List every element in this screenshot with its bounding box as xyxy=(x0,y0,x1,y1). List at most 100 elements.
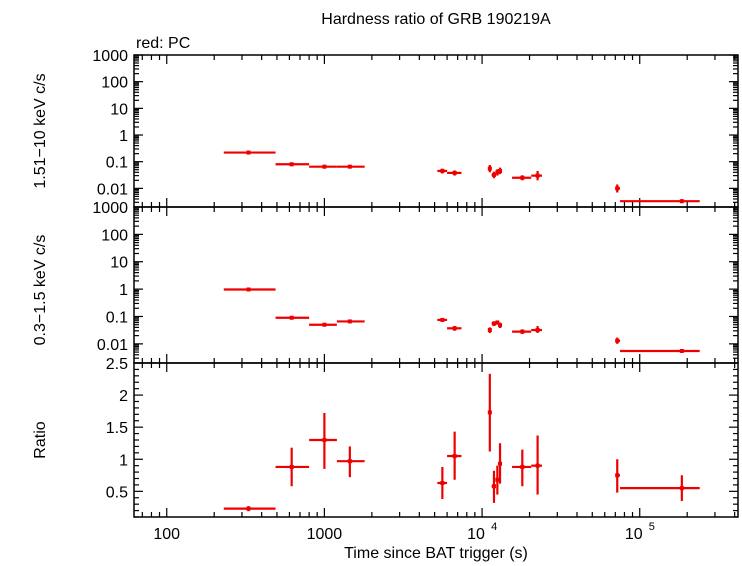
panel-hard: 1000 100 10 1 0.1 0.01 1.51−10 keV c/s xyxy=(32,48,739,208)
chart-title: Hardness ratio of GRB 190219A xyxy=(321,11,551,28)
y-tick-label: 0.5 xyxy=(106,484,128,501)
x-tick-label: 10 xyxy=(467,526,485,543)
point-marker xyxy=(322,164,327,169)
data-point xyxy=(495,320,500,325)
chart-panels: 1000 100 10 1 0.1 0.01 1.51−10 keV c/s 1000 100 1… xyxy=(32,48,739,543)
y-tick-label: 1 xyxy=(119,452,128,469)
data-point xyxy=(620,348,700,353)
point-marker xyxy=(679,348,684,353)
x-tick-exponent: 4 xyxy=(491,521,497,533)
y-tick-label: 0.01 xyxy=(97,181,128,198)
point-marker xyxy=(440,317,445,322)
x-tick-label: 1000 xyxy=(307,526,343,543)
point-marker xyxy=(246,506,251,511)
y-tick-label: 10 xyxy=(110,255,128,272)
point-marker xyxy=(487,410,492,415)
data-point xyxy=(487,373,492,452)
point-marker xyxy=(452,326,457,331)
data-point xyxy=(531,435,543,495)
y-tick-label: 100 xyxy=(101,227,128,244)
point-marker xyxy=(440,168,445,173)
point-marker xyxy=(520,464,525,469)
y-tick-label: 1000 xyxy=(92,48,128,65)
data-point xyxy=(512,329,532,334)
data-point xyxy=(491,321,496,326)
x-tick-exponent: 5 xyxy=(649,521,655,533)
data-point xyxy=(491,171,496,179)
panel-frame xyxy=(133,54,739,208)
data-point xyxy=(223,150,276,155)
data-point xyxy=(487,327,492,333)
point-marker xyxy=(535,328,540,333)
point-marker xyxy=(495,170,500,175)
data-point xyxy=(531,170,543,181)
data-point xyxy=(223,287,276,292)
point-marker xyxy=(347,164,352,169)
y-axis-title: 1.51−10 keV c/s xyxy=(32,73,49,188)
data-point xyxy=(447,170,462,176)
data-point xyxy=(336,319,365,324)
data-point xyxy=(309,322,337,327)
point-marker xyxy=(498,461,503,466)
point-marker xyxy=(246,287,251,292)
point-marker xyxy=(498,323,503,328)
point-marker xyxy=(347,319,352,324)
data-point xyxy=(620,199,700,204)
y-axis-title: Ratio xyxy=(32,421,49,458)
y-tick-label: 2 xyxy=(119,388,128,405)
data-point xyxy=(498,443,503,484)
data-point xyxy=(512,175,532,181)
point-marker xyxy=(322,322,327,327)
point-marker xyxy=(498,168,503,173)
point-marker xyxy=(535,173,540,178)
point-marker xyxy=(487,166,492,171)
panel-frame xyxy=(133,206,739,364)
y-tick-label: 10 xyxy=(110,101,128,118)
data-point xyxy=(447,431,462,480)
data-point xyxy=(309,413,337,469)
y-tick-label: 1000 xyxy=(92,200,128,217)
point-marker xyxy=(289,315,294,320)
data-point xyxy=(512,449,532,487)
point-marker xyxy=(495,320,500,325)
data-point xyxy=(498,167,503,175)
data-point xyxy=(223,506,276,512)
point-marker xyxy=(615,186,620,191)
data-point xyxy=(275,447,310,487)
y-tick-label: 0.1 xyxy=(106,309,128,326)
point-marker xyxy=(440,480,445,485)
data-point xyxy=(336,446,365,478)
data-point xyxy=(275,315,310,320)
data-point xyxy=(615,459,621,493)
data-point xyxy=(620,475,700,501)
data-point xyxy=(615,184,621,193)
y-tick-label: 0.01 xyxy=(97,337,128,354)
point-marker xyxy=(289,464,294,469)
point-marker xyxy=(322,438,327,442)
point-marker xyxy=(452,170,457,175)
x-tick-label: 100 xyxy=(153,526,180,543)
point-marker xyxy=(289,162,294,167)
point-marker xyxy=(495,477,500,482)
y-tick-label: 1.5 xyxy=(106,420,128,437)
data-point xyxy=(615,337,621,344)
data-point xyxy=(275,162,310,167)
point-marker xyxy=(679,199,684,204)
data-point xyxy=(437,466,448,500)
point-marker xyxy=(535,463,540,468)
point-marker xyxy=(615,338,620,343)
x-axis-title: Time since BAT trigger (s) xyxy=(344,545,528,562)
point-marker xyxy=(452,454,457,459)
chart-subtitle: red: PC xyxy=(136,35,190,52)
x-tick-label: 10 xyxy=(625,526,643,543)
data-point xyxy=(487,165,492,173)
data-point xyxy=(336,164,365,169)
data-point xyxy=(495,465,500,495)
panel-frame xyxy=(133,362,739,518)
data-point xyxy=(309,164,337,169)
point-marker xyxy=(520,175,525,180)
y-tick-label: 0.1 xyxy=(106,155,128,172)
point-marker xyxy=(491,321,496,326)
point-marker xyxy=(679,486,684,491)
